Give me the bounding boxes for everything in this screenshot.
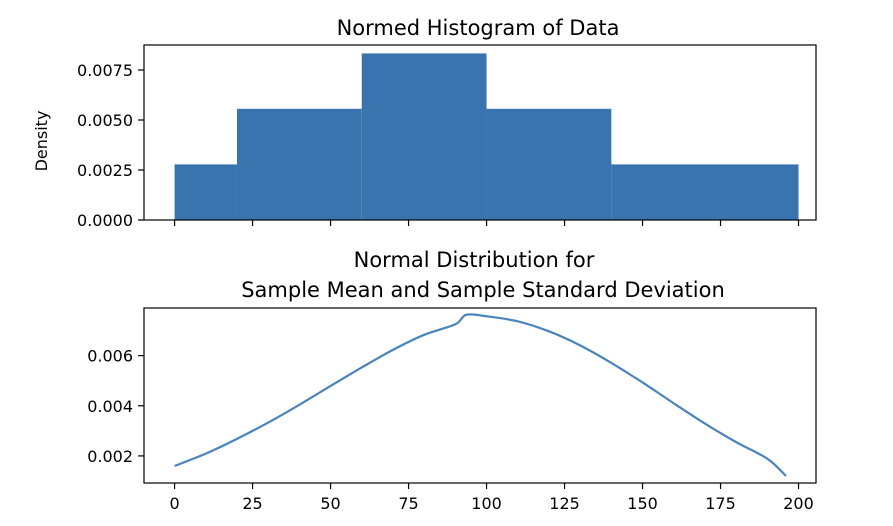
normal-curve-x-tick-label-0: 0 — [169, 494, 179, 513]
histogram-bar-0 — [174, 164, 237, 220]
histogram-axes: Normed Histogram of Data 0.00000.00250.0… — [32, 16, 817, 230]
histogram-y-ticks: 0.0000 0.0025 0.0050 0.0075 — [77, 61, 144, 230]
histogram-bar-2 — [361, 53, 487, 221]
normal-curve-title-line-2: Sample Mean and Sample Standard Deviatio… — [241, 278, 725, 302]
normal-curve-x-tick-label-2: 50 — [320, 494, 340, 513]
histogram-bars — [174, 53, 799, 221]
normal-curve-y-ticks: 0.002 0.004 0.006 — [87, 347, 144, 466]
histogram-y-tick-label-1: 0.0025 — [77, 161, 133, 180]
normal-curve-x-tick-label-3: 75 — [398, 494, 418, 513]
histogram-y-axis-label: Density — [32, 111, 51, 172]
normal-curve-x-tick-label-7: 175 — [705, 494, 736, 513]
histogram-bar-4 — [611, 164, 799, 220]
histogram-frame — [143, 44, 817, 221]
histogram-bar-3 — [486, 108, 612, 220]
histogram-title: Normed Histogram of Data — [337, 16, 620, 40]
normal-curve-y-tick-label-2: 0.006 — [87, 347, 133, 366]
normal-curve-frame — [143, 307, 817, 484]
histogram-bar-1 — [236, 108, 362, 220]
normal-curve-x-ticks: 0 25 50 75 100 125 150 175 200 — [169, 483, 814, 513]
histogram-y-tick-label-0: 0.0000 — [77, 211, 133, 230]
normal-curve-y-tick-label-1: 0.004 — [87, 397, 133, 416]
normal-curve-x-tick-label-1: 25 — [242, 494, 262, 513]
normal-curve-y-tick-label-0: 0.002 — [87, 447, 133, 466]
normal-curve-x-tick-label-5: 125 — [549, 494, 580, 513]
normal-curve-title-line-1: Normal Distribution for — [354, 248, 595, 272]
normal-curve-x-tick-label-4: 100 — [471, 494, 502, 513]
normal-curve-x-tick-label-8: 200 — [783, 494, 814, 513]
normal-curve-axes: Normal Distribution for Sample Mean and … — [87, 248, 817, 513]
normal-curve-x-tick-label-6: 150 — [627, 494, 658, 513]
histogram-y-tick-label-2: 0.0050 — [77, 111, 133, 130]
histogram-x-ticks — [173, 220, 800, 226]
normal-curve-line — [174, 313, 787, 477]
histogram-y-tick-label-3: 0.0075 — [77, 61, 133, 80]
